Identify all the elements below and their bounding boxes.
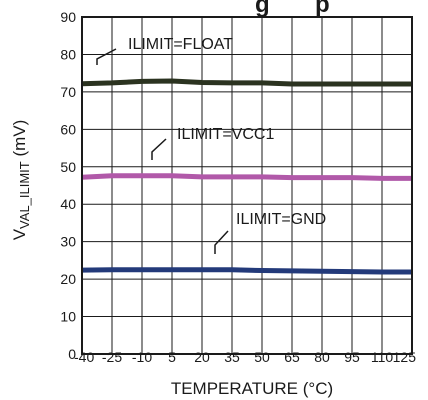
- y-tick-label: 70: [60, 84, 76, 100]
- y-tick-label: 0: [68, 346, 76, 362]
- series-label: ILIMIT=GND: [236, 211, 326, 228]
- y-tick-labels: 0 10 20 30 40 50 60 70 80 90: [60, 9, 76, 362]
- y-tick-label: 40: [60, 196, 76, 212]
- x-tick-label: 5: [168, 349, 176, 365]
- x-tick-label: 50: [254, 349, 270, 365]
- annotation-leader-line: [151, 138, 167, 160]
- plot-frame: [81, 16, 413, 355]
- y-axis-title: VVAL_ILIMIT (mV): [10, 120, 32, 241]
- x-tick-label: 95: [344, 349, 360, 365]
- annotation-leader-line: [214, 230, 229, 254]
- series-lines: [81, 78, 412, 275]
- y-axis-title-sub: VAL_ILIMIT: [17, 161, 32, 229]
- y-tick-label: 20: [60, 271, 76, 287]
- x-tick-label: 65: [284, 349, 300, 365]
- series-label: ILIMIT=VCC1: [177, 126, 274, 143]
- y-tick-label: 80: [60, 46, 76, 62]
- x-tick-label: -25: [102, 349, 122, 365]
- x-axis-title: TEMPERATURE (°C): [171, 379, 333, 398]
- gridlines: [81, 16, 413, 355]
- y-tick-label: 30: [60, 234, 76, 250]
- x-tick-label: -40: [74, 349, 94, 365]
- series-line: [81, 78, 412, 87]
- x-tick-label: 35: [224, 349, 240, 365]
- x-tick-label: -10: [132, 349, 152, 365]
- y-axis-title-main: V: [10, 228, 29, 240]
- annotation-labels: ILIMIT=FLOAT ILIMIT=VCC1 ILIMIT=GND: [128, 36, 326, 228]
- title-fragment: p: [315, 0, 330, 18]
- annotation-leader-line: [96, 48, 117, 65]
- y-tick-label: 60: [60, 121, 76, 137]
- y-tick-label: 50: [60, 159, 76, 175]
- series-label: ILIMIT=FLOAT: [128, 36, 233, 53]
- y-axis-title-unit: (mV): [10, 120, 29, 162]
- x-tick-label: 20: [194, 349, 210, 365]
- series-line: [81, 267, 412, 275]
- series-line: [81, 173, 412, 181]
- y-tick-label: 90: [60, 9, 76, 25]
- x-tick-label: 110: [371, 349, 394, 365]
- y-tick-label: 10: [60, 309, 76, 325]
- x-tick-labels: -40 -25 -10 5 20 35 50 65 80 95 110 125: [74, 349, 416, 365]
- x-tick-label: 80: [314, 349, 330, 365]
- title-fragment: g: [255, 0, 270, 18]
- annotation-leaders: [96, 48, 229, 254]
